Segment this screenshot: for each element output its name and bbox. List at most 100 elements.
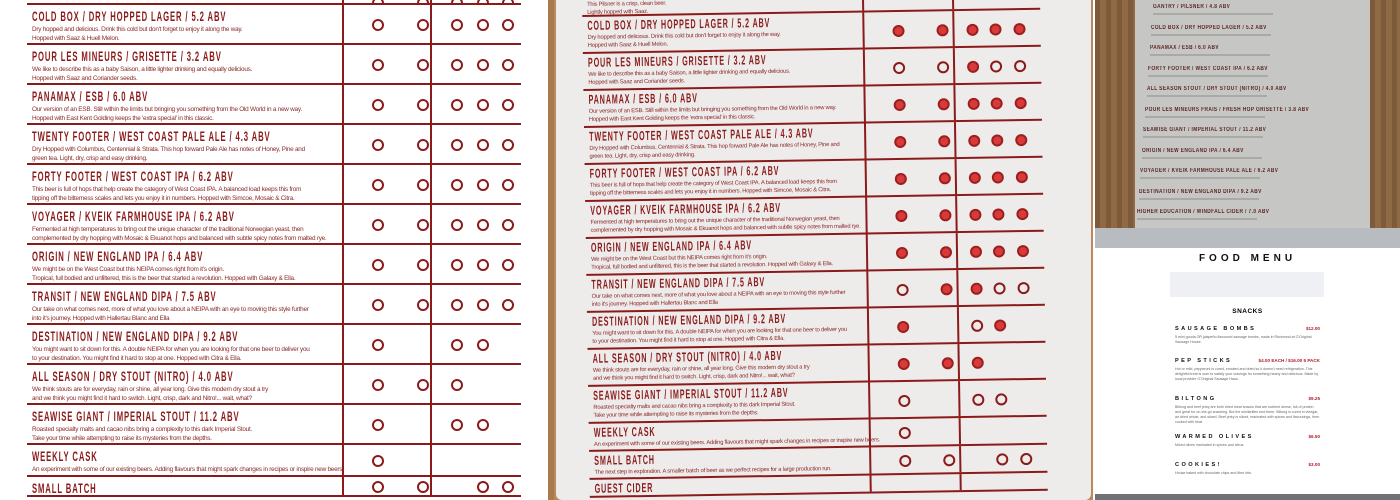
empty-circle[interactable] bbox=[372, 19, 384, 31]
marked-circle[interactable] bbox=[938, 134, 951, 147]
empty-circle[interactable] bbox=[451, 379, 463, 391]
empty-circle[interactable] bbox=[502, 481, 514, 493]
marked-circle[interactable] bbox=[940, 282, 953, 295]
marked-circle[interactable] bbox=[994, 318, 1007, 332]
empty-circle[interactable] bbox=[372, 259, 384, 271]
marked-circle[interactable] bbox=[992, 244, 1006, 258]
marked-circle[interactable] bbox=[968, 171, 981, 184]
empty-circle[interactable] bbox=[996, 453, 1009, 466]
empty-circle[interactable] bbox=[1017, 281, 1030, 294]
empty-circle[interactable] bbox=[893, 61, 906, 74]
marked-circle[interactable] bbox=[991, 170, 1004, 184]
marked-circle[interactable] bbox=[989, 22, 1002, 36]
empty-circle[interactable] bbox=[417, 481, 429, 493]
empty-circle[interactable] bbox=[451, 139, 463, 151]
marked-circle[interactable] bbox=[1014, 96, 1027, 109]
empty-circle[interactable] bbox=[451, 99, 463, 111]
empty-circle[interactable] bbox=[417, 219, 429, 231]
marked-circle[interactable] bbox=[892, 24, 905, 37]
empty-circle[interactable] bbox=[451, 0, 463, 3]
empty-circle[interactable] bbox=[451, 419, 463, 431]
empty-circle[interactable] bbox=[372, 179, 384, 191]
empty-circle[interactable] bbox=[451, 299, 463, 311]
empty-circle[interactable] bbox=[477, 59, 489, 71]
empty-circle[interactable] bbox=[477, 339, 489, 351]
empty-circle[interactable] bbox=[898, 394, 911, 407]
empty-circle[interactable] bbox=[502, 219, 514, 231]
marked-circle[interactable] bbox=[1013, 22, 1026, 35]
empty-circle[interactable] bbox=[372, 419, 384, 431]
marked-circle[interactable] bbox=[895, 246, 909, 259]
empty-circle[interactable] bbox=[972, 393, 985, 406]
marked-circle[interactable] bbox=[895, 209, 908, 222]
marked-circle[interactable] bbox=[1016, 244, 1030, 257]
marked-circle[interactable] bbox=[969, 245, 983, 258]
empty-circle[interactable] bbox=[417, 59, 429, 71]
empty-circle[interactable] bbox=[896, 283, 909, 296]
empty-circle[interactable] bbox=[372, 219, 384, 231]
empty-circle[interactable] bbox=[502, 139, 514, 151]
marked-circle[interactable] bbox=[897, 357, 910, 370]
empty-circle[interactable] bbox=[417, 139, 429, 151]
empty-circle[interactable] bbox=[502, 299, 514, 311]
empty-circle[interactable] bbox=[372, 481, 384, 493]
empty-circle[interactable] bbox=[417, 179, 429, 191]
marked-circle[interactable] bbox=[992, 207, 1005, 221]
empty-circle[interactable] bbox=[417, 99, 429, 111]
empty-circle[interactable] bbox=[417, 379, 429, 391]
marked-circle[interactable] bbox=[897, 320, 910, 333]
marked-circle[interactable] bbox=[1015, 170, 1028, 183]
empty-circle[interactable] bbox=[451, 339, 463, 351]
empty-circle[interactable] bbox=[993, 281, 1006, 295]
empty-circle[interactable] bbox=[372, 0, 384, 3]
empty-circle[interactable] bbox=[477, 0, 489, 3]
empty-circle[interactable] bbox=[417, 259, 429, 271]
empty-circle[interactable] bbox=[1013, 59, 1027, 72]
marked-circle[interactable] bbox=[894, 172, 907, 185]
marked-circle[interactable] bbox=[939, 208, 952, 221]
marked-circle[interactable] bbox=[936, 23, 949, 36]
empty-circle[interactable] bbox=[477, 299, 489, 311]
empty-circle[interactable] bbox=[372, 299, 384, 311]
empty-circle[interactable] bbox=[477, 179, 489, 191]
marked-circle[interactable] bbox=[941, 356, 954, 369]
marked-circle[interactable] bbox=[1015, 133, 1028, 146]
empty-circle[interactable] bbox=[1020, 452, 1033, 466]
marked-circle[interactable] bbox=[939, 245, 953, 258]
empty-circle[interactable] bbox=[989, 59, 1003, 73]
empty-circle[interactable] bbox=[451, 179, 463, 191]
empty-circle[interactable] bbox=[477, 481, 489, 493]
empty-circle[interactable] bbox=[477, 219, 489, 231]
marked-circle[interactable] bbox=[968, 134, 981, 147]
marked-circle[interactable] bbox=[1016, 207, 1029, 220]
empty-circle[interactable] bbox=[372, 99, 384, 111]
marked-circle[interactable] bbox=[966, 60, 980, 73]
empty-circle[interactable] bbox=[899, 454, 912, 468]
empty-circle[interactable] bbox=[451, 259, 463, 271]
marked-circle[interactable] bbox=[966, 23, 979, 36]
empty-circle[interactable] bbox=[502, 259, 514, 271]
empty-circle[interactable] bbox=[417, 0, 429, 3]
marked-circle[interactable] bbox=[937, 97, 950, 110]
empty-circle[interactable] bbox=[477, 139, 489, 151]
empty-circle[interactable] bbox=[995, 392, 1008, 406]
empty-circle[interactable] bbox=[502, 99, 514, 111]
empty-circle[interactable] bbox=[417, 299, 429, 311]
empty-circle[interactable] bbox=[372, 379, 384, 391]
empty-circle[interactable] bbox=[502, 19, 514, 31]
empty-circle[interactable] bbox=[502, 0, 514, 3]
marked-circle[interactable] bbox=[894, 135, 907, 148]
empty-circle[interactable] bbox=[451, 59, 463, 71]
empty-circle[interactable] bbox=[502, 59, 514, 71]
empty-circle[interactable] bbox=[451, 219, 463, 231]
marked-circle[interactable] bbox=[967, 97, 980, 110]
empty-circle[interactable] bbox=[417, 19, 429, 31]
empty-circle[interactable] bbox=[372, 59, 384, 71]
empty-circle[interactable] bbox=[477, 19, 489, 31]
marked-circle[interactable] bbox=[990, 96, 1003, 110]
empty-circle[interactable] bbox=[451, 19, 463, 31]
empty-circle[interactable] bbox=[937, 60, 950, 73]
empty-circle[interactable] bbox=[477, 99, 489, 111]
empty-circle[interactable] bbox=[372, 339, 384, 351]
empty-circle[interactable] bbox=[372, 139, 384, 151]
